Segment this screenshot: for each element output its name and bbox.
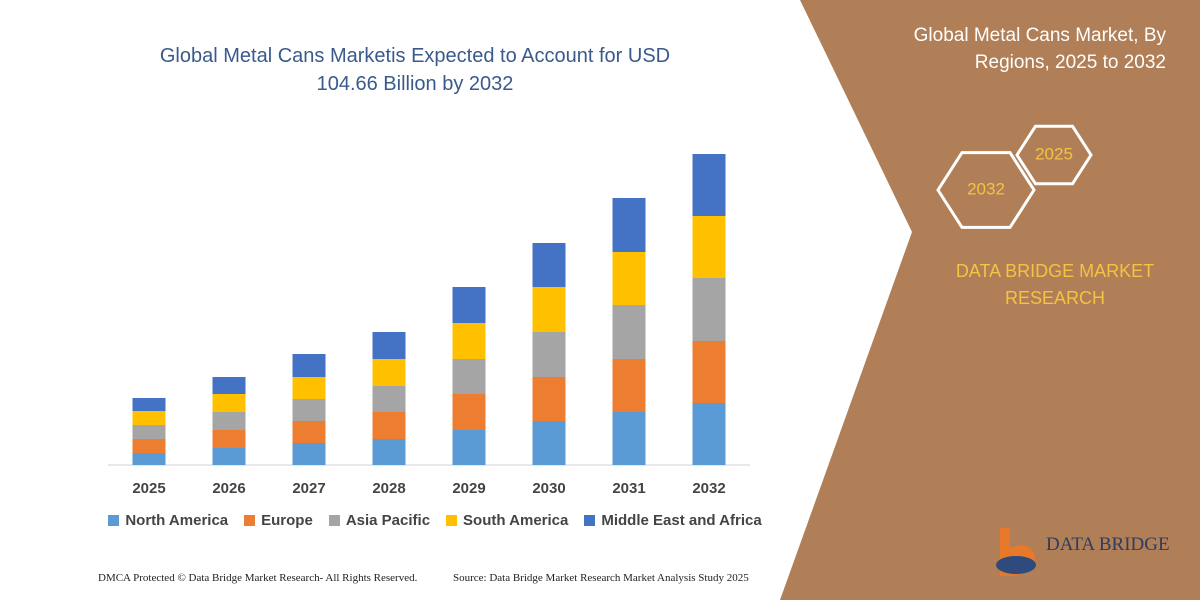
footer-source: Source: Data Bridge Market Research Mark… — [453, 572, 749, 584]
legend-item: North America — [108, 512, 228, 529]
hexagon — [936, 151, 1036, 229]
x-tick-label: 2029 — [452, 480, 485, 497]
bar-segment — [372, 412, 406, 439]
bar-segment — [692, 154, 726, 216]
logo-text: DATA BRIDGE — [1046, 534, 1170, 555]
legend-item: Asia Pacific — [328, 512, 431, 529]
bar-segment — [132, 439, 166, 453]
bar-segment — [212, 448, 246, 465]
bar-segment — [452, 287, 486, 323]
legend-label: North America — [125, 512, 229, 529]
bar-segment — [532, 332, 566, 377]
bar-segment — [692, 278, 726, 341]
logo-icon — [996, 528, 1036, 576]
legend-item: Middle East and Africa — [584, 512, 762, 529]
bar-segment — [532, 421, 566, 465]
bar-segment — [292, 377, 326, 399]
bar-segment — [212, 430, 246, 448]
bar-segment — [132, 425, 166, 439]
bar-segment — [692, 403, 726, 465]
legend-label: Asia Pacific — [345, 512, 431, 529]
x-tick-label: 2026 — [212, 480, 245, 497]
bar-segment — [372, 439, 406, 465]
bar-segment — [212, 412, 246, 430]
legend-label: South America — [463, 512, 569, 529]
bar-segment — [452, 323, 486, 359]
bar-segment — [212, 394, 246, 412]
bar-segment — [612, 412, 646, 465]
x-tick-label: 2030 — [532, 480, 565, 497]
chart-title: Global Metal Cans Marketis Expected to A… — [159, 45, 671, 95]
legend-swatch — [584, 515, 596, 526]
legend: North America Europe Asia Pacific South Ame… — [100, 512, 770, 529]
side-panel — [780, 0, 1200, 600]
bar-segment — [532, 287, 566, 332]
bar-segment — [292, 354, 326, 377]
bar-segment — [132, 398, 166, 411]
hexagon — [1015, 124, 1093, 186]
bar-segment — [612, 305, 646, 359]
bar-segment — [372, 332, 406, 359]
legend-swatch — [446, 515, 458, 526]
brand-text: DATA BRIDGE MARKET RESEARCH — [955, 261, 1155, 308]
legend-swatch — [328, 515, 340, 526]
bar-segment — [132, 411, 166, 425]
x-tick-label: 2027 — [292, 480, 325, 497]
bar-segment — [212, 377, 246, 394]
bar-segment — [532, 377, 566, 421]
bar-segment — [612, 252, 646, 305]
bar-segment — [692, 341, 726, 403]
bar-segment — [452, 359, 486, 394]
legend-label: Middle East and Africa — [601, 512, 762, 529]
legend-label: Europe — [261, 512, 313, 529]
bar-segment — [612, 359, 646, 412]
panel-heading: Global Metal Cans Market, By Regions, 20… — [913, 25, 1166, 73]
legend-item: Europe — [244, 512, 313, 529]
legend-swatch — [108, 515, 120, 526]
x-tick-label: 2028 — [372, 480, 405, 497]
hexagon-label: 2032 — [967, 179, 1005, 198]
bar-segment — [372, 359, 406, 386]
hexagon-label: 2025 — [1035, 144, 1073, 163]
bar-segment — [292, 399, 326, 421]
bar-segment — [372, 386, 406, 412]
bar-segment — [532, 243, 566, 287]
footer-text: DMCA Protected © Data Bridge Market Rese… — [98, 572, 418, 584]
x-tick-label: 2025 — [132, 480, 165, 497]
bar-segment — [292, 421, 326, 443]
bar-segment — [292, 443, 326, 465]
legend-swatch — [244, 515, 256, 526]
x-tick-label: 2031 — [612, 480, 645, 497]
bar-segment — [452, 430, 486, 465]
bar-segment — [612, 198, 646, 252]
legend-item: South America — [446, 512, 568, 529]
bar-segment — [452, 394, 486, 430]
bar-segment — [132, 453, 166, 465]
bar-segment — [692, 216, 726, 278]
x-tick-label: 2032 — [692, 480, 725, 497]
